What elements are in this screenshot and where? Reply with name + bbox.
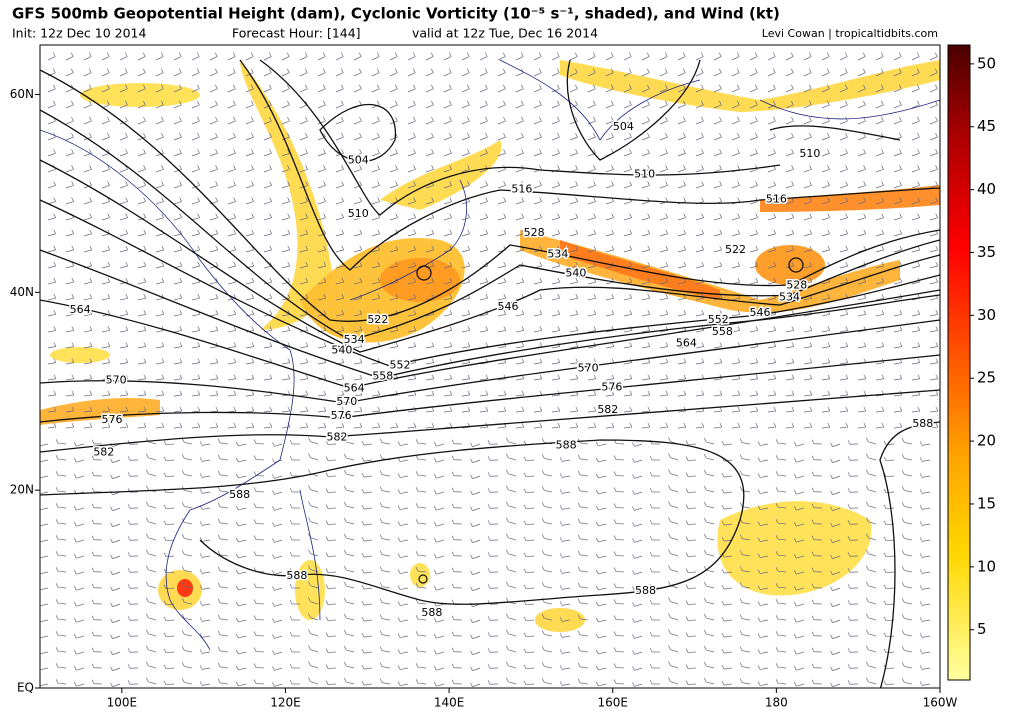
- x-tick-label: 140E: [434, 696, 465, 710]
- x-tick-label: 120E: [270, 696, 301, 710]
- valid-time: valid at 12z Tue, Dec 16 2014: [412, 26, 598, 41]
- colorbar-tick-label: 25: [977, 369, 996, 387]
- contour-label: 516: [511, 182, 532, 195]
- contour-label: 576: [331, 409, 352, 422]
- y-tick-label: 40N: [10, 285, 34, 299]
- contour-label: 588: [556, 439, 577, 452]
- colorbar-ticks: 5 10 15 20 25 30 35 40 45 50: [970, 54, 996, 638]
- forecast-hour: Forecast Hour: [144]: [232, 26, 361, 41]
- x-tick-label: 160E: [597, 696, 628, 710]
- contour-label: 564: [344, 381, 365, 394]
- contour-label: 522: [725, 243, 746, 256]
- x-tick-label: 180: [765, 696, 788, 710]
- contour-label: 558: [372, 369, 393, 382]
- map-area: 5045105225345405525585645705765825885885…: [38, 45, 940, 690]
- contour-label: 570: [336, 395, 357, 408]
- x-tick-label: 160W: [923, 696, 958, 710]
- contour-label: 564: [676, 337, 697, 350]
- contour-label: 588: [635, 584, 656, 597]
- contour-label: 576: [102, 413, 123, 426]
- contour-label: 534: [547, 248, 568, 261]
- y-tick-label: 20N: [10, 483, 34, 497]
- contour-label: 510: [634, 168, 655, 181]
- contour-label: 528: [524, 226, 545, 239]
- y-tick-label: 60N: [10, 87, 34, 101]
- contour-label: 540: [331, 344, 352, 357]
- contour-label: 540: [565, 267, 586, 280]
- contour-label: 582: [597, 403, 618, 416]
- contour-label: 588: [286, 569, 307, 582]
- contour-label: 570: [578, 361, 599, 374]
- x-tick-label: 100E: [107, 696, 138, 710]
- contour-label: 504: [348, 154, 369, 167]
- y-tick-label: EQ: [17, 681, 34, 695]
- colorbar-tick-label: 50: [977, 54, 996, 72]
- colorbar-tick-label: 35: [977, 243, 996, 261]
- contour-label: 582: [93, 446, 114, 459]
- init-time: Init: 12z Dec 10 2014: [12, 26, 147, 41]
- contour-label: 522: [367, 313, 388, 326]
- colorbar-tick-label: 40: [977, 180, 996, 198]
- contour-label: 534: [779, 290, 800, 303]
- colorbar: [948, 45, 970, 680]
- colorbar-tick-label: 15: [977, 494, 996, 512]
- contour-label: 582: [327, 431, 348, 444]
- contour-label: 546: [750, 306, 771, 319]
- contour-label: 564: [70, 303, 91, 316]
- contour-label: 510: [348, 207, 369, 220]
- contour-label: 558: [712, 325, 733, 338]
- colorbar-tick-label: 10: [977, 557, 996, 575]
- contour-label: 516: [766, 192, 787, 205]
- contour-label: 546: [498, 300, 519, 313]
- contour-label: 504: [613, 120, 634, 133]
- colorbar-tick-label: 30: [977, 306, 996, 324]
- colorbar-tick-label: 5: [977, 620, 987, 638]
- colorbar-tick-label: 45: [977, 117, 996, 135]
- contour-label: 588: [912, 417, 933, 430]
- contour-label: 510: [799, 147, 820, 160]
- contour-label: 588: [229, 488, 250, 501]
- contour-label: 570: [106, 373, 127, 386]
- title: GFS 500mb Geopotential Height (dam), Cyc…: [12, 5, 780, 23]
- contour-label: 576: [601, 380, 622, 393]
- colorbar-tick-label: 20: [977, 432, 996, 450]
- credit: Levi Cowan | tropicaltidbits.com: [762, 27, 938, 40]
- contour-label: 588: [421, 606, 442, 619]
